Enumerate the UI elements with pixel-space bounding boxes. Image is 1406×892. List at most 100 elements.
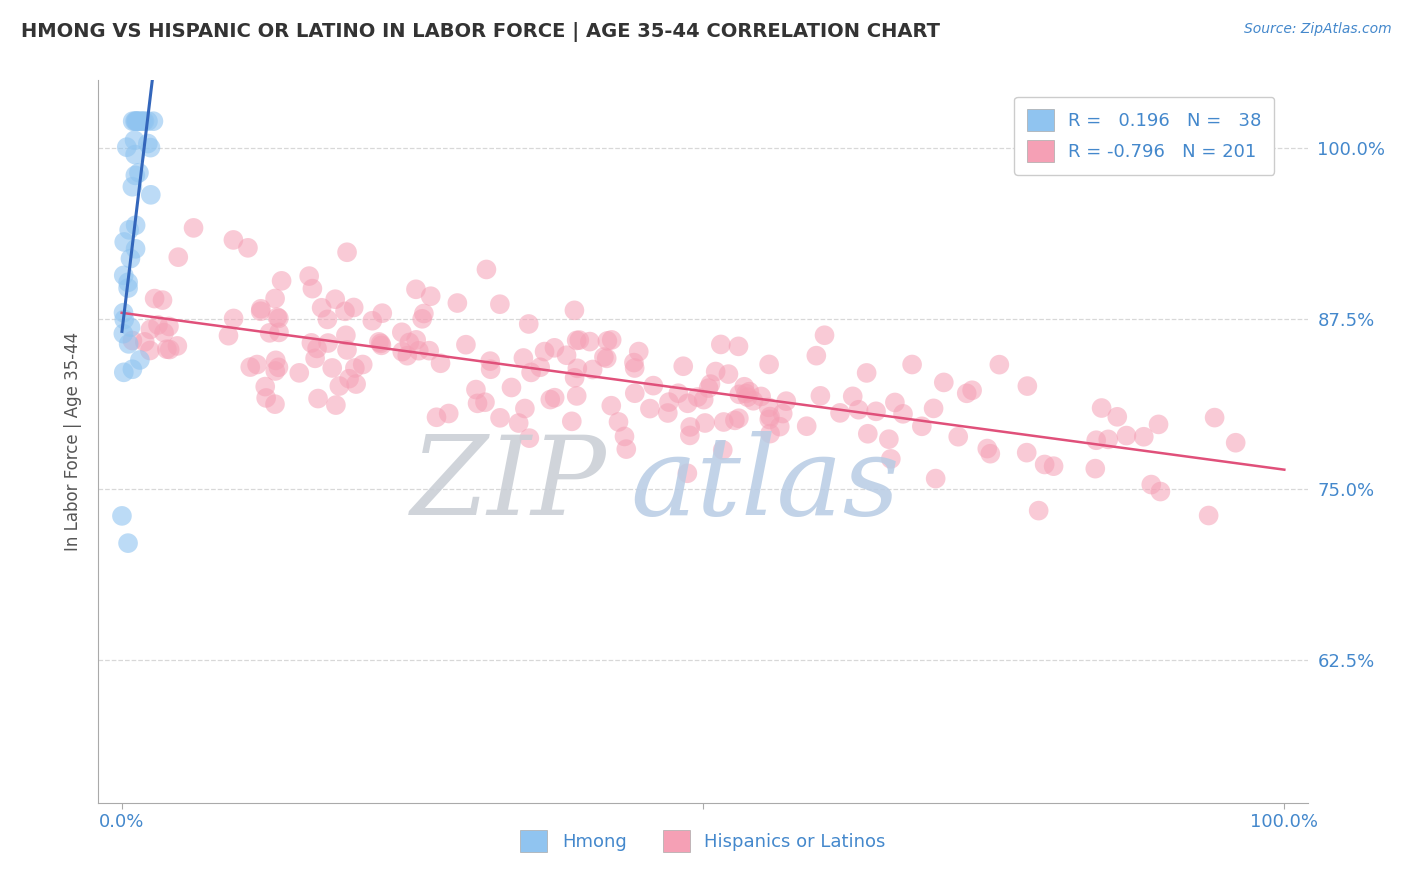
Point [676, 396, 699, 410]
Point [922, 401, 945, 416]
Point [454, 337, 477, 351]
Point [796, 419, 818, 434]
Point [600, 333, 623, 347]
Point [352, 358, 374, 372]
Point [474, 395, 496, 409]
Point [429, 356, 451, 370]
Point [270, 274, 292, 288]
Point [117, 536, 139, 550]
Point [1017, 379, 1039, 393]
Point [543, 341, 565, 355]
Point [565, 389, 588, 403]
Point [125, 114, 148, 128]
Point [124, 133, 146, 147]
Point [1149, 484, 1171, 499]
Point [127, 114, 149, 128]
Point [316, 312, 339, 326]
Point [638, 401, 661, 416]
Point [1028, 503, 1050, 517]
Point [479, 362, 502, 376]
Point [134, 334, 156, 349]
Point [979, 447, 1001, 461]
Point [1147, 417, 1170, 432]
Point [166, 339, 188, 353]
Point [124, 219, 146, 233]
Point [301, 282, 323, 296]
Point [607, 415, 630, 429]
Point [806, 349, 828, 363]
Point [311, 301, 333, 315]
Point [264, 364, 287, 378]
Point [501, 380, 523, 394]
Point [737, 390, 759, 404]
Point [118, 223, 141, 237]
Point [157, 319, 180, 334]
Point [112, 235, 135, 249]
Text: HMONG VS HISPANIC OR LATINO IN LABOR FORCE | AGE 35-44 CORRELATION CHART: HMONG VS HISPANIC OR LATINO IN LABOR FOR… [21, 22, 941, 42]
Point [627, 344, 650, 359]
Point [121, 362, 143, 376]
Point [304, 351, 326, 366]
Point [657, 406, 679, 420]
Point [124, 147, 146, 161]
Point [446, 296, 468, 310]
Point [512, 351, 534, 365]
Point [948, 430, 970, 444]
Point [932, 376, 955, 390]
Point [325, 398, 347, 412]
Point [361, 314, 384, 328]
Point [250, 301, 273, 316]
Point [758, 358, 780, 372]
Point [564, 371, 586, 385]
Point [513, 401, 536, 416]
Point [759, 409, 782, 424]
Point [1033, 458, 1056, 472]
Point [613, 429, 636, 443]
Point [582, 362, 605, 376]
Point [254, 391, 277, 405]
Point [564, 303, 586, 318]
Point [728, 387, 751, 401]
Point [143, 292, 166, 306]
Text: Source: ZipAtlas.com: Source: ZipAtlas.com [1244, 22, 1392, 37]
Point [508, 416, 530, 430]
Point [623, 355, 645, 369]
Point [239, 360, 262, 375]
Point [533, 344, 555, 359]
Point [679, 420, 702, 434]
Point [298, 269, 321, 284]
Point [1107, 409, 1129, 424]
Point [288, 366, 311, 380]
Point [343, 301, 366, 315]
Point [128, 166, 150, 180]
Point [343, 361, 366, 376]
Point [335, 328, 357, 343]
Point [679, 428, 702, 442]
Point [1140, 477, 1163, 491]
Point [697, 381, 720, 395]
Point [367, 334, 389, 349]
Point [370, 336, 392, 351]
Point [236, 241, 259, 255]
Point [543, 391, 565, 405]
Point [249, 304, 271, 318]
Point [112, 365, 135, 379]
Point [742, 393, 765, 408]
Point [222, 233, 245, 247]
Point [693, 416, 716, 430]
Point [841, 389, 863, 403]
Point [555, 348, 578, 362]
Point [676, 467, 699, 481]
Point [321, 360, 343, 375]
Point [307, 342, 329, 356]
Point [711, 442, 734, 457]
Point [132, 114, 155, 128]
Point [735, 386, 758, 401]
Point [371, 306, 394, 320]
Point [117, 275, 139, 289]
Point [264, 397, 287, 411]
Point [924, 472, 946, 486]
Point [136, 136, 159, 151]
Point [666, 386, 689, 401]
Point [529, 360, 551, 375]
